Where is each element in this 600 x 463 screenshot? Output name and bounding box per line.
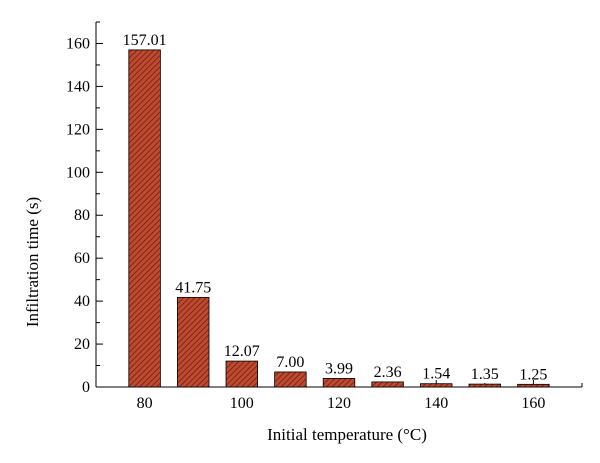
y-axis-title: Infiltration time (s) <box>23 197 42 327</box>
bar-value-label: 2.36 <box>374 364 402 381</box>
bar-value-label: 1.35 <box>471 366 499 383</box>
x-tick-label: 160 <box>521 395 545 412</box>
bar <box>517 383 550 388</box>
x-axis-title: Initial temperature (°C) <box>267 425 427 444</box>
y-tick-label: 160 <box>66 35 90 52</box>
x-tick-label: 100 <box>230 395 254 412</box>
bar-value-label: 1.25 <box>519 366 547 383</box>
bar-value-label: 3.99 <box>325 360 353 377</box>
bar <box>225 360 258 388</box>
bar <box>371 381 404 388</box>
y-tick-label: 100 <box>66 164 90 181</box>
y-tick-label: 80 <box>74 207 90 224</box>
bar <box>128 49 161 388</box>
bar-value-label: 12.07 <box>224 343 260 360</box>
bar <box>177 296 210 388</box>
bar <box>322 378 356 388</box>
y-tick-label: 120 <box>66 121 90 138</box>
bar <box>420 383 453 388</box>
y-tick-label: 140 <box>66 78 90 95</box>
x-tick-label: 120 <box>327 395 351 412</box>
y-tick-label: 40 <box>74 293 90 310</box>
y-tick-label: 20 <box>74 336 90 353</box>
bar-value-label: 157.01 <box>123 32 167 49</box>
bar-value-label: 41.75 <box>175 279 211 296</box>
x-tick-label: 140 <box>424 395 448 412</box>
bar-value-label: 1.54 <box>422 366 450 383</box>
bar <box>468 383 501 388</box>
x-tick-label: 80 <box>137 395 153 412</box>
bar <box>274 371 307 388</box>
y-tick-label: 0 <box>82 379 90 396</box>
y-tick-label: 60 <box>74 250 90 267</box>
bar-value-label: 7.00 <box>276 354 304 371</box>
